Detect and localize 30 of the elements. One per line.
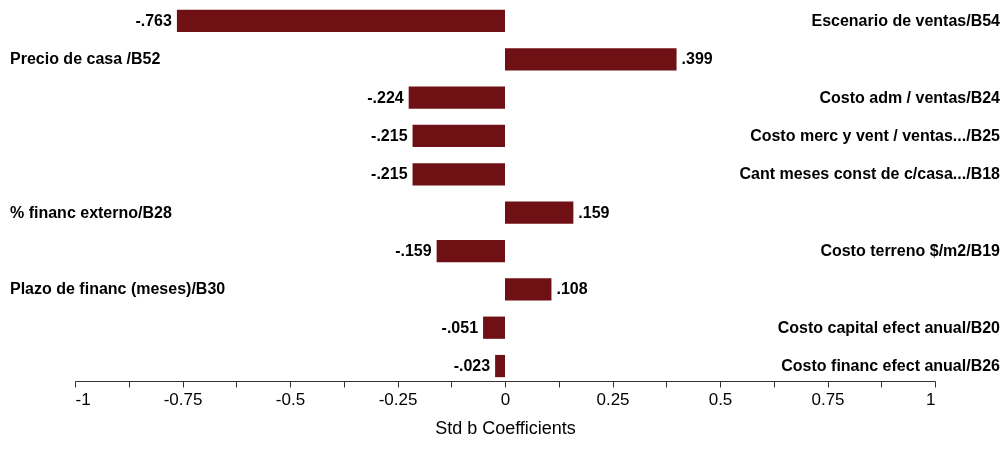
data-label: -.763 xyxy=(135,11,173,29)
data-label: -.224 xyxy=(367,88,404,106)
x-tick-label: -0.5 xyxy=(275,389,306,409)
y-tick-label: Precio de casa /B52 xyxy=(10,50,161,68)
data-label: -.215 xyxy=(371,126,408,144)
x-tick-label: 0.25 xyxy=(596,389,630,409)
x-axis-title: Std b Coefficients xyxy=(435,417,576,438)
y-tick-label: Costo capital efect anual/B20 xyxy=(777,318,1001,336)
x-tick-label: 0.75 xyxy=(811,389,845,409)
y-tick-label: % financ externo/B28 xyxy=(10,203,172,221)
x-tick-label: -1 xyxy=(75,389,91,409)
y-tick-label: Cant meses const de c/casa.../B18 xyxy=(739,165,1001,183)
x-tick-label: 0.5 xyxy=(708,389,733,409)
data-label: .399 xyxy=(681,50,713,68)
data-label: -.215 xyxy=(371,165,408,183)
data-label: -.051 xyxy=(441,318,479,336)
x-tick-label: 1 xyxy=(926,389,936,409)
y-tick-label: Plazo de financ (meses)/B30 xyxy=(10,280,226,298)
x-tick-label: -0.25 xyxy=(378,389,418,409)
x-tick-label: -0.75 xyxy=(163,389,203,409)
y-tick-label: Costo financ efect anual/B26 xyxy=(781,357,1001,375)
data-label: -.159 xyxy=(395,242,432,260)
data-label: .108 xyxy=(556,280,588,298)
y-tick-label: Costo adm / ventas/B24 xyxy=(819,88,1001,106)
y-tick-label: Escenario de ventas/B54 xyxy=(811,11,1001,29)
y-tick-label: Costo merc y vent / ventas.../B25 xyxy=(750,126,1001,144)
y-tick-label: Costo terreno $/m2/B19 xyxy=(820,242,1001,260)
data-label: -.023 xyxy=(453,357,491,375)
x-tick-label: 0 xyxy=(500,389,511,409)
data-label: .159 xyxy=(578,203,610,221)
